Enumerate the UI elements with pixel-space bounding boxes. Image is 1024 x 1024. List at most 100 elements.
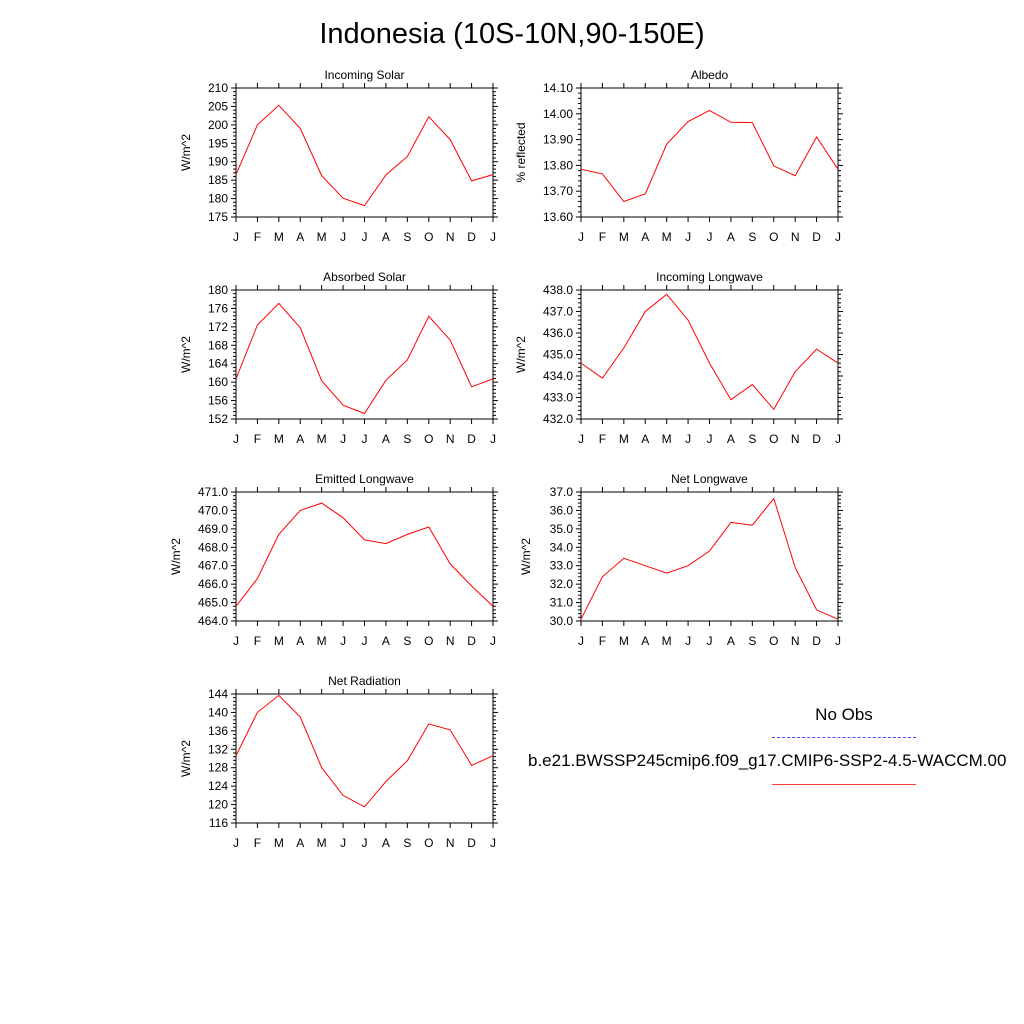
chart-title: Incoming Solar bbox=[324, 68, 404, 82]
x-tick-label: N bbox=[791, 230, 800, 244]
x-tick-label: A bbox=[382, 634, 390, 648]
y-axis-label: W/m^2 bbox=[179, 336, 193, 373]
y-tick-label: 144 bbox=[208, 687, 228, 701]
y-tick-label: 132 bbox=[208, 742, 228, 756]
y-tick-label: 34.0 bbox=[550, 540, 574, 554]
x-tick-label: A bbox=[727, 230, 735, 244]
chart-title: Emitted Longwave bbox=[315, 472, 414, 486]
x-tick-label: A bbox=[641, 634, 649, 648]
x-tick-label: J bbox=[340, 432, 346, 446]
series-line-model bbox=[580, 109, 839, 203]
y-tick-label: 436.0 bbox=[543, 326, 573, 340]
y-tick-label: 168 bbox=[208, 338, 228, 352]
y-tick-label: 185 bbox=[208, 173, 228, 187]
x-tick-label: A bbox=[641, 230, 649, 244]
y-tick-label: 32.0 bbox=[550, 577, 574, 591]
x-tick-label: F bbox=[254, 230, 261, 244]
x-tick-label: N bbox=[791, 432, 800, 446]
x-tick-label: D bbox=[467, 836, 476, 850]
y-tick-label: 136 bbox=[208, 724, 228, 738]
y-tick-label: 180 bbox=[208, 283, 228, 297]
x-tick-label: M bbox=[662, 634, 672, 648]
chart-title: Absorbed Solar bbox=[323, 270, 406, 284]
legend-obs-line bbox=[772, 737, 916, 738]
y-tick-label: 433.0 bbox=[543, 391, 573, 405]
x-tick-label: D bbox=[467, 634, 476, 648]
x-tick-label: D bbox=[812, 634, 821, 648]
x-tick-label: J bbox=[685, 634, 691, 648]
plot-frame bbox=[235, 693, 494, 824]
x-tick-label: J bbox=[340, 230, 346, 244]
x-tick-label: N bbox=[791, 634, 800, 648]
x-tick-label: J bbox=[340, 836, 346, 850]
x-tick-label: D bbox=[467, 230, 476, 244]
x-tick-label: F bbox=[599, 634, 606, 648]
y-axis-label: W/m^2 bbox=[519, 538, 533, 575]
series-line-model bbox=[235, 104, 494, 207]
y-tick-label: 128 bbox=[208, 761, 228, 775]
plot-frame bbox=[580, 87, 839, 218]
y-tick-label: 205 bbox=[208, 99, 228, 113]
y-tick-label: 434.0 bbox=[543, 369, 573, 383]
y-axis-label: W/m^2 bbox=[514, 336, 528, 373]
x-tick-label: F bbox=[599, 432, 606, 446]
y-axis-label: % reflected bbox=[514, 122, 528, 182]
chart-albedo: Albedo % reflected 13.60 13.70 13.80 13.90 14.… bbox=[514, 68, 843, 244]
y-tick-label: 190 bbox=[208, 155, 228, 169]
y-tick-label: 13.90 bbox=[543, 133, 573, 147]
x-tick-label: F bbox=[254, 634, 261, 648]
x-tick-label: J bbox=[707, 230, 713, 244]
y-tick-label: 175 bbox=[208, 210, 228, 224]
chart-net-longwave: Net Longwave W/m^2 30.0 31.0 32.0 33.0 34.0 35.… bbox=[519, 472, 843, 648]
chart-net-radiation: Net Radiation W/m^2 116 120 124 128 132 136 140 1… bbox=[179, 674, 498, 850]
x-tick-label: N bbox=[446, 634, 455, 648]
y-axis-label: W/m^2 bbox=[179, 740, 193, 777]
y-tick-label: 210 bbox=[208, 81, 228, 95]
x-tick-label: S bbox=[748, 634, 756, 648]
y-tick-label: 152 bbox=[208, 412, 228, 426]
x-tick-label: A bbox=[382, 432, 390, 446]
x-tick-label: M bbox=[274, 836, 284, 850]
x-tick-label: D bbox=[812, 432, 821, 446]
x-tick-label: J bbox=[490, 432, 496, 446]
x-tick-label: N bbox=[446, 432, 455, 446]
y-tick-label: 33.0 bbox=[550, 559, 574, 573]
legend-title: No Obs bbox=[815, 705, 873, 724]
y-tick-label: 156 bbox=[208, 394, 228, 408]
x-tick-label: S bbox=[403, 634, 411, 648]
chart-incoming-longwave: Incoming Longwave W/m^2 432.0 433.0 434.0 435… bbox=[514, 270, 843, 446]
x-tick-label: A bbox=[727, 634, 735, 648]
x-tick-label: A bbox=[382, 836, 390, 850]
series-line-model bbox=[235, 502, 494, 607]
x-tick-label: M bbox=[662, 230, 672, 244]
x-tick-label: O bbox=[424, 634, 433, 648]
x-tick-label: M bbox=[317, 634, 327, 648]
y-tick-label: 468.0 bbox=[198, 540, 228, 554]
plot-frame bbox=[235, 87, 494, 218]
x-tick-label: S bbox=[748, 230, 756, 244]
y-tick-label: 435.0 bbox=[543, 348, 573, 362]
x-tick-label: M bbox=[619, 634, 629, 648]
x-tick-label: J bbox=[835, 230, 841, 244]
x-tick-label: M bbox=[619, 230, 629, 244]
x-tick-label: M bbox=[274, 634, 284, 648]
y-tick-label: 195 bbox=[208, 136, 228, 150]
series-line-model bbox=[580, 293, 839, 411]
y-tick-label: 471.0 bbox=[198, 485, 228, 499]
x-tick-label: J bbox=[233, 230, 239, 244]
y-tick-label: 13.80 bbox=[543, 158, 573, 172]
y-tick-label: 124 bbox=[208, 779, 228, 793]
y-tick-label: 13.60 bbox=[543, 210, 573, 224]
y-axis-label: W/m^2 bbox=[169, 538, 183, 575]
y-tick-label: 37.0 bbox=[550, 485, 574, 499]
x-tick-label: D bbox=[812, 230, 821, 244]
series-line-model bbox=[235, 694, 494, 808]
y-tick-label: 35.0 bbox=[550, 522, 574, 536]
y-tick-label: 31.0 bbox=[550, 596, 574, 610]
x-tick-label: O bbox=[424, 230, 433, 244]
x-tick-label: J bbox=[578, 432, 584, 446]
x-tick-label: O bbox=[769, 432, 778, 446]
chart-title: Incoming Longwave bbox=[656, 270, 763, 284]
x-tick-label: O bbox=[769, 230, 778, 244]
x-tick-label: A bbox=[296, 230, 304, 244]
